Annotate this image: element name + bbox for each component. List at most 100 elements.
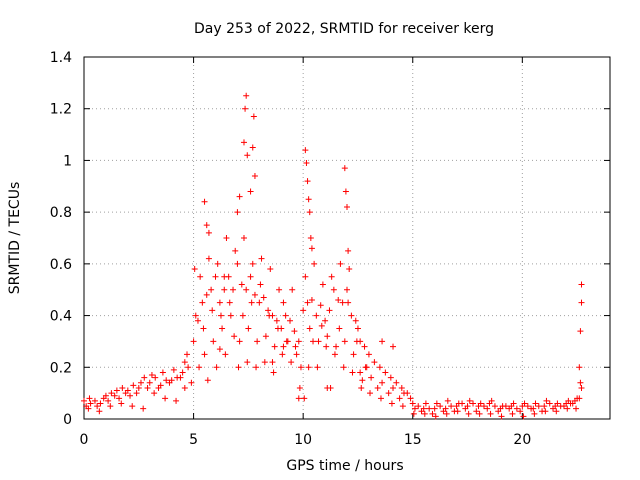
data-point xyxy=(137,379,144,386)
data-point xyxy=(244,152,251,159)
data-point xyxy=(573,405,580,412)
data-point xyxy=(317,302,324,309)
data-point xyxy=(484,405,491,412)
data-point xyxy=(305,364,312,371)
data-point xyxy=(238,281,245,288)
data-point xyxy=(200,325,207,332)
plot-frame xyxy=(83,56,611,420)
data-point xyxy=(170,366,177,373)
data-point xyxy=(243,286,250,293)
data-point xyxy=(262,333,269,340)
data-point xyxy=(361,343,368,350)
data-point xyxy=(354,325,361,332)
y-tick-label: 0 xyxy=(63,412,72,428)
data-point xyxy=(578,299,585,306)
data-point xyxy=(181,359,188,366)
data-point xyxy=(210,338,217,345)
data-point xyxy=(306,209,313,216)
data-points xyxy=(81,92,585,420)
data-point xyxy=(119,384,126,391)
data-point xyxy=(166,379,173,386)
data-point xyxy=(192,312,199,319)
data-point xyxy=(196,364,203,371)
data-point xyxy=(203,222,210,229)
data-point xyxy=(249,260,256,267)
data-point xyxy=(473,408,480,415)
data-point xyxy=(85,405,92,412)
data-point xyxy=(302,147,309,154)
data-point xyxy=(342,188,349,195)
data-point xyxy=(543,397,550,404)
x-tick-label: 15 xyxy=(404,432,422,448)
data-point xyxy=(448,403,455,410)
data-point xyxy=(205,229,212,236)
axis-ticks: 0 0.2 0.4 0.6 0.8 1 1.2 1.4 0 5 10 15 20 xyxy=(50,50,610,448)
data-point xyxy=(236,193,243,200)
data-point xyxy=(86,395,93,402)
data-point xyxy=(240,139,247,146)
data-point xyxy=(269,359,276,366)
data-point xyxy=(517,408,524,415)
x-tick-label: 20 xyxy=(513,432,531,448)
data-point xyxy=(532,400,539,407)
data-point xyxy=(217,312,224,319)
y-tick-label: 1 xyxy=(63,153,72,169)
data-point xyxy=(261,359,268,366)
data-point xyxy=(177,374,184,381)
data-point xyxy=(396,395,403,402)
data-point xyxy=(253,364,260,371)
data-point xyxy=(480,403,487,410)
data-point xyxy=(234,260,241,267)
data-point xyxy=(576,364,583,371)
data-point xyxy=(236,338,243,345)
data-point xyxy=(387,374,394,381)
data-point xyxy=(289,286,296,293)
data-point xyxy=(418,408,425,415)
data-point xyxy=(564,405,571,412)
y-tick-label: 0.4 xyxy=(50,309,72,325)
data-point xyxy=(105,397,112,404)
data-point xyxy=(197,273,204,280)
data-point xyxy=(379,338,386,345)
data-point xyxy=(308,245,315,252)
data-point xyxy=(296,384,303,391)
data-point xyxy=(374,384,381,391)
data-point xyxy=(314,364,321,371)
data-point xyxy=(260,294,267,301)
data-point xyxy=(231,333,238,340)
data-point xyxy=(565,397,572,404)
data-point xyxy=(107,403,114,410)
data-point xyxy=(250,113,257,120)
data-point xyxy=(162,395,169,402)
data-point xyxy=(306,325,313,332)
data-point xyxy=(152,374,159,381)
data-point xyxy=(541,403,548,410)
data-point xyxy=(305,196,312,203)
data-point xyxy=(577,328,584,335)
data-point xyxy=(422,400,429,407)
data-point xyxy=(520,413,527,420)
data-point xyxy=(230,286,237,293)
data-point xyxy=(173,397,180,404)
data-point xyxy=(454,408,461,415)
data-point xyxy=(365,351,372,358)
data-point xyxy=(130,382,137,389)
data-point xyxy=(188,379,195,386)
data-point xyxy=(258,255,265,262)
x-tick-label: 10 xyxy=(294,432,312,448)
data-point xyxy=(280,343,287,350)
data-point xyxy=(232,247,239,254)
data-point xyxy=(133,390,140,397)
data-point xyxy=(339,299,346,306)
data-point xyxy=(274,325,281,332)
x-tick-label: 5 xyxy=(189,432,198,448)
data-point xyxy=(159,369,166,376)
data-point xyxy=(341,338,348,345)
data-point xyxy=(204,377,211,384)
data-point xyxy=(185,364,192,371)
data-point xyxy=(223,235,230,241)
data-point xyxy=(506,405,513,412)
data-point xyxy=(495,408,502,415)
data-point xyxy=(491,403,498,410)
data-point xyxy=(440,408,447,415)
